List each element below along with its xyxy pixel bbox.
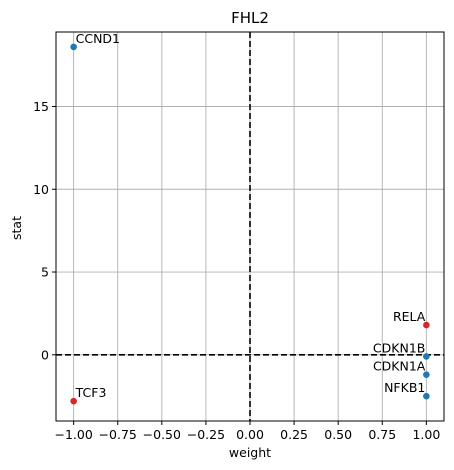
- point-label: NFKB1: [384, 380, 425, 395]
- reference-lines: [56, 32, 444, 421]
- y-tick-label: 5: [41, 265, 49, 280]
- x-tick-label: 1.00: [412, 427, 440, 442]
- point-label: CCND1: [76, 31, 120, 46]
- x-tick-label: 0.50: [324, 427, 352, 442]
- data-points: [70, 43, 430, 405]
- x-tick-label: 0.75: [368, 427, 396, 442]
- data-point: [423, 353, 430, 360]
- data-point: [70, 43, 77, 51]
- data-point: [423, 392, 430, 400]
- data-point: [423, 371, 430, 378]
- point-label: CDKN1A: [373, 359, 426, 374]
- y-axis-ticks: 0 5 10 15: [33, 99, 56, 362]
- chart-title: FHL2: [231, 9, 269, 27]
- y-axis-label: stat: [9, 216, 24, 240]
- x-tick-label: 0.25: [280, 427, 308, 442]
- point-labels: CCND1 TCF3 RELA CDKN1B CDKN1A NFKB1: [75, 31, 426, 400]
- x-tick-label: −0.50: [143, 427, 181, 442]
- y-tick-label: 10: [33, 182, 49, 197]
- y-tick-label: 15: [33, 99, 49, 114]
- x-axis-ticks: −1.00 −0.75 −0.50 −0.25 0.00 0.25 0.50 0.75 1.00: [54, 421, 440, 442]
- point-label: RELA: [393, 309, 426, 324]
- x-tick-label: −1.00: [54, 427, 92, 442]
- data-point: [423, 321, 430, 329]
- y-tick-label: 0: [41, 347, 49, 362]
- x-axis-label: weight: [229, 445, 271, 460]
- point-label: TCF3: [75, 385, 107, 400]
- point-label: CDKN1B: [373, 340, 425, 355]
- x-tick-label: −0.75: [99, 427, 137, 442]
- x-tick-label: −0.25: [187, 427, 225, 442]
- x-tick-label: 0.00: [236, 427, 264, 442]
- data-point: [70, 397, 77, 405]
